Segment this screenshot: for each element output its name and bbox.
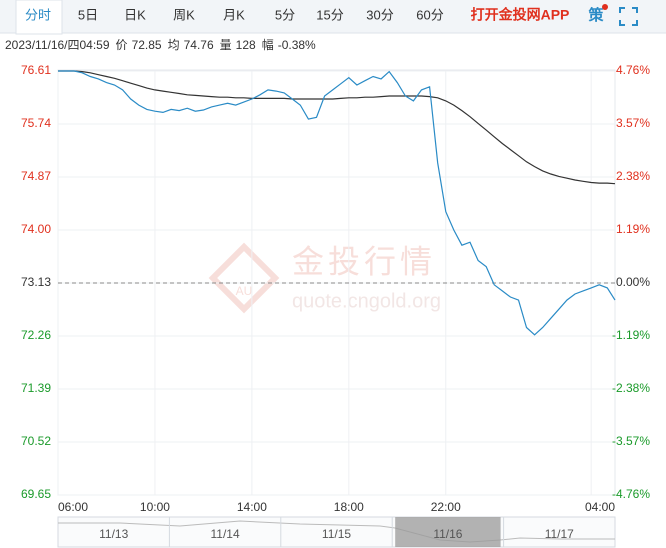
- watermark-logo-text: AU: [236, 284, 253, 298]
- y-tick-label: 73.13: [21, 275, 51, 289]
- info-price-label: 价: [116, 38, 128, 52]
- tab[interactable]: 5日: [78, 7, 98, 22]
- x-tick-label: 10:00: [140, 500, 170, 514]
- info-change: -0.38%: [278, 38, 316, 52]
- x-tick-label: 04:00: [585, 500, 615, 514]
- navigator-date[interactable]: 11/16: [433, 527, 462, 541]
- notice-dot: [602, 4, 608, 10]
- y-tick-label: 71.39: [21, 381, 51, 395]
- y-tick-label: 72.26: [21, 328, 51, 342]
- y2-tick-label: 3.57%: [616, 116, 650, 130]
- y2-tick-label: 4.76%: [616, 63, 650, 77]
- y2-tick-label: -2.38%: [612, 381, 650, 395]
- navigator-date[interactable]: 11/14: [211, 527, 240, 541]
- watermark-title: 金投行情: [292, 243, 436, 279]
- y-tick-label: 74.00: [21, 222, 51, 236]
- tab[interactable]: 日K: [124, 7, 146, 22]
- navigator-date[interactable]: 11/17: [545, 527, 574, 541]
- tab[interactable]: 60分: [416, 7, 443, 22]
- tab[interactable]: 30分: [366, 7, 393, 22]
- y-tick-label: 76.61: [21, 63, 51, 77]
- y2-tick-label: -4.76%: [612, 487, 650, 501]
- info-datetime: 2023/11/16/四04:59: [5, 38, 110, 52]
- app-link[interactable]: 打开金投网APP: [471, 7, 570, 23]
- navigator-line: [58, 520, 615, 543]
- y-tick-label: 75.74: [21, 116, 51, 130]
- x-tick-label: 18:00: [334, 500, 364, 514]
- navigator-frame: [57, 516, 616, 548]
- info-avg-label: 均: [168, 38, 180, 52]
- tab[interactable]: 分时: [25, 7, 51, 22]
- tab[interactable]: 周K: [173, 7, 195, 22]
- info-amplitude-label: 幅: [262, 37, 274, 52]
- y-tick-label: 69.65: [21, 487, 51, 501]
- info-price: 72.85: [132, 38, 162, 52]
- navigator[interactable]: 11/13 11/14 11/15 11/16 11/17: [57, 516, 616, 548]
- tab-bar: [0, 0, 666, 33]
- navigator-selection: [395, 517, 501, 547]
- tab[interactable]: 5分: [275, 7, 295, 22]
- price-line: [58, 70, 616, 336]
- y2-tick-label: 2.38%: [616, 169, 650, 183]
- strategy-button[interactable]: 策: [587, 6, 604, 24]
- info-avg: 74.76: [184, 38, 214, 52]
- info-volume-label: 量: [220, 38, 232, 52]
- info-line: 2023/11/16/四04:59 价 72.85 均 74.76 量 128 幅 -0.38%: [5, 37, 316, 52]
- watermark: AU 金投行情 quote.cngold.org: [208, 242, 441, 314]
- watermark-url: quote.cngold.org: [292, 290, 441, 312]
- navigator-date[interactable]: 11/15: [322, 527, 351, 541]
- info-text: 2023/11/16/四04:59 价 72.85 均 74.76 量 128 幅 -0.38%: [5, 37, 316, 52]
- tab[interactable]: 15分: [316, 7, 343, 22]
- x-tick-label: 22:00: [431, 500, 461, 514]
- y-tick-label: 74.87: [21, 169, 51, 183]
- watermark-logo: [208, 242, 280, 314]
- y2-tick-label: -1.19%: [612, 328, 650, 342]
- navigator-date[interactable]: 11/13: [99, 527, 128, 541]
- x-tick-label: 06:00: [58, 500, 88, 514]
- tab[interactable]: 月K: [223, 7, 245, 22]
- y-tick-label: 70.52: [21, 434, 51, 448]
- y2-tick-label: 0.00%: [616, 275, 650, 289]
- tab-active-bg: [15, 0, 63, 35]
- average-line: [58, 70, 616, 185]
- y2-tick-label: 1.19%: [616, 222, 650, 236]
- y2-tick-label: -3.57%: [612, 434, 650, 448]
- info-volume: 128: [236, 38, 256, 52]
- fullscreen-icon[interactable]: [619, 7, 638, 26]
- x-tick-label: 14:00: [237, 500, 267, 514]
